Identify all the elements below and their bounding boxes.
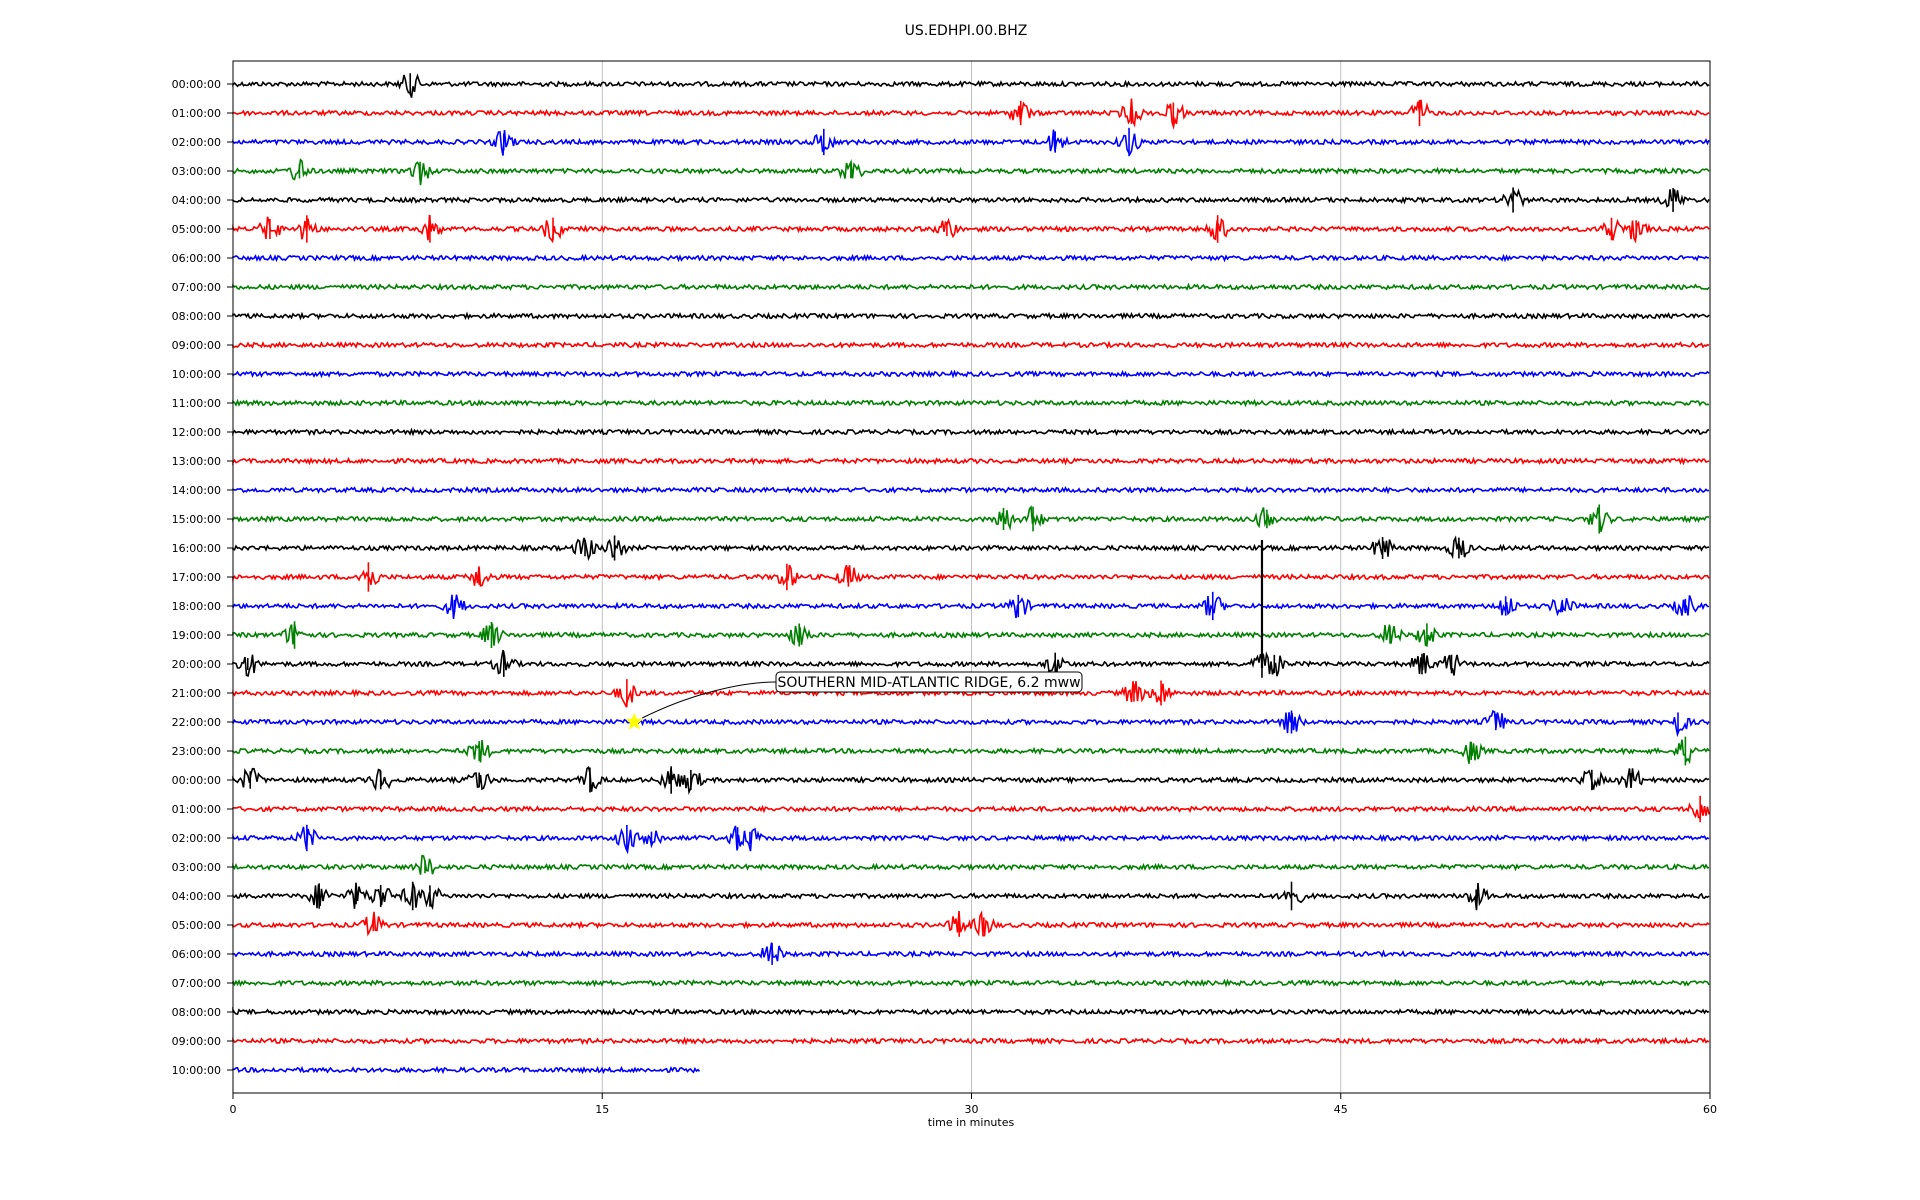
trace-row-6 [232, 253, 1710, 263]
row-label-28: 04:00:00 [172, 890, 221, 903]
trace-row-3 [232, 158, 1710, 186]
row-label-22: 22:00:00 [172, 716, 221, 729]
trace-row-12 [232, 427, 1710, 437]
row-label-24: 00:00:00 [172, 774, 221, 787]
trace-row-19 [232, 622, 1710, 647]
trace-row-33 [232, 1036, 1710, 1046]
trace-row-13 [232, 456, 1710, 466]
annotation-arrow [642, 681, 777, 719]
trace-row-25 [232, 802, 1710, 820]
annotation-box [775, 671, 1083, 693]
trace-row-14 [232, 485, 1710, 495]
event-annotation: SOUTHERN MID-ATLANTIC RIDGE, 6.2 mww [625, 671, 1083, 730]
row-label-34: 10:00:00 [172, 1064, 221, 1077]
trace-row-20 [232, 649, 1710, 678]
trace-row-21 [232, 681, 1710, 709]
x-tick-label-1: 15 [595, 1103, 609, 1116]
trace-row-10 [232, 369, 1710, 379]
annotation-text: SOUTHERN MID-ATLANTIC RIDGE, 6.2 mww [777, 675, 1080, 691]
x-tick-label-4: 60 [1703, 1103, 1717, 1116]
trace-row-4 [232, 188, 1710, 208]
row-label-18: 18:00:00 [172, 600, 221, 613]
trace-row-32 [232, 1006, 1710, 1017]
trace-rows [232, 73, 1710, 1075]
row-label-10: 10:00:00 [172, 368, 221, 381]
trace-row-18 [232, 594, 1710, 620]
trace-row-1 [232, 98, 1710, 130]
row-label-14: 14:00:00 [172, 484, 221, 497]
row-label-30: 06:00:00 [172, 948, 221, 961]
row-label-3: 03:00:00 [172, 165, 221, 178]
row-label-9: 09:00:00 [172, 339, 221, 352]
row-label-20: 20:00:00 [172, 658, 221, 671]
trace-row-16 [232, 535, 1710, 562]
row-label-7: 07:00:00 [172, 281, 221, 294]
x-axis-label: time in minutes [928, 1116, 1015, 1129]
row-label-6: 06:00:00 [172, 252, 221, 265]
event-star-icon [625, 712, 644, 730]
row-label-4: 04:00:00 [172, 194, 221, 207]
trace-row-31 [232, 978, 1710, 988]
trace-row-27 [232, 854, 1710, 875]
row-label-32: 08:00:00 [172, 1006, 221, 1019]
row-label-19: 19:00:00 [172, 629, 221, 642]
trace-row-29 [232, 910, 1710, 937]
row-label-21: 21:00:00 [172, 687, 221, 700]
trace-row-0 [232, 73, 1710, 98]
trace-row-24 [232, 765, 1710, 795]
trace-row-9 [232, 340, 1710, 350]
row-label-2: 02:00:00 [172, 136, 221, 149]
trace-row-22 [232, 709, 1710, 738]
chart-title: US.EDHPI.00.BHZ [905, 23, 1028, 39]
row-label-15: 15:00:00 [172, 513, 221, 526]
trace-row-2 [232, 129, 1710, 156]
row-label-29: 05:00:00 [172, 919, 221, 932]
row-label-0: 00:00:00 [172, 78, 221, 91]
x-tick-label-3: 45 [1334, 1103, 1348, 1116]
trace-row-17 [232, 564, 1710, 587]
row-label-17: 17:00:00 [172, 571, 221, 584]
row-label-8: 08:00:00 [172, 310, 221, 323]
x-tick-label-2: 30 [965, 1103, 979, 1116]
trace-row-8 [232, 311, 1710, 321]
row-label-1: 01:00:00 [172, 107, 221, 120]
x-tick-label-0: 0 [230, 1103, 237, 1116]
trace-row-34 [232, 1065, 701, 1075]
trace-row-28 [232, 882, 1710, 911]
row-label-13: 13:00:00 [172, 455, 221, 468]
row-label-31: 07:00:00 [172, 977, 221, 990]
trace-row-7 [232, 282, 1710, 292]
row-label-23: 23:00:00 [172, 745, 221, 758]
vertical-gridlines [601, 61, 1342, 1093]
row-label-5: 05:00:00 [172, 223, 221, 236]
trace-row-26 [232, 825, 1710, 855]
trace-row-15 [232, 505, 1710, 532]
row-label-27: 03:00:00 [172, 861, 221, 874]
row-label-11: 11:00:00 [172, 397, 221, 410]
row-label-12: 12:00:00 [172, 426, 221, 439]
trace-row-23 [232, 739, 1710, 765]
y-axis-row-labels: 00:00:00 01:00:00 02:00:00 03:00:00 04:00:00… [172, 78, 233, 1077]
trace-row-30 [232, 942, 1710, 962]
trace-row-11 [232, 398, 1710, 408]
row-label-16: 16:00:00 [172, 542, 221, 555]
x-axis-ticks: 0 15 30 45 60 [230, 1093, 1717, 1116]
row-label-33: 09:00:00 [172, 1035, 221, 1048]
row-label-26: 02:00:00 [172, 832, 221, 845]
trace-row-5 [232, 214, 1710, 244]
row-label-25: 01:00:00 [172, 803, 221, 816]
